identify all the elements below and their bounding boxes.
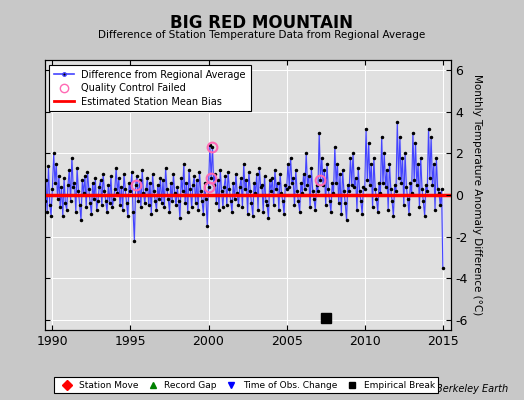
Legend: Difference from Regional Average, Quality Control Failed, Estimated Station Mean: Difference from Regional Average, Qualit… — [49, 65, 251, 111]
Text: Difference of Station Temperature Data from Regional Average: Difference of Station Temperature Data f… — [99, 30, 425, 40]
Legend: Station Move, Record Gap, Time of Obs. Change, Empirical Break: Station Move, Record Gap, Time of Obs. C… — [54, 377, 438, 394]
Text: Berkeley Earth: Berkeley Earth — [436, 384, 508, 394]
Y-axis label: Monthly Temperature Anomaly Difference (°C): Monthly Temperature Anomaly Difference (… — [472, 74, 482, 316]
Text: BIG RED MOUNTAIN: BIG RED MOUNTAIN — [170, 14, 354, 32]
